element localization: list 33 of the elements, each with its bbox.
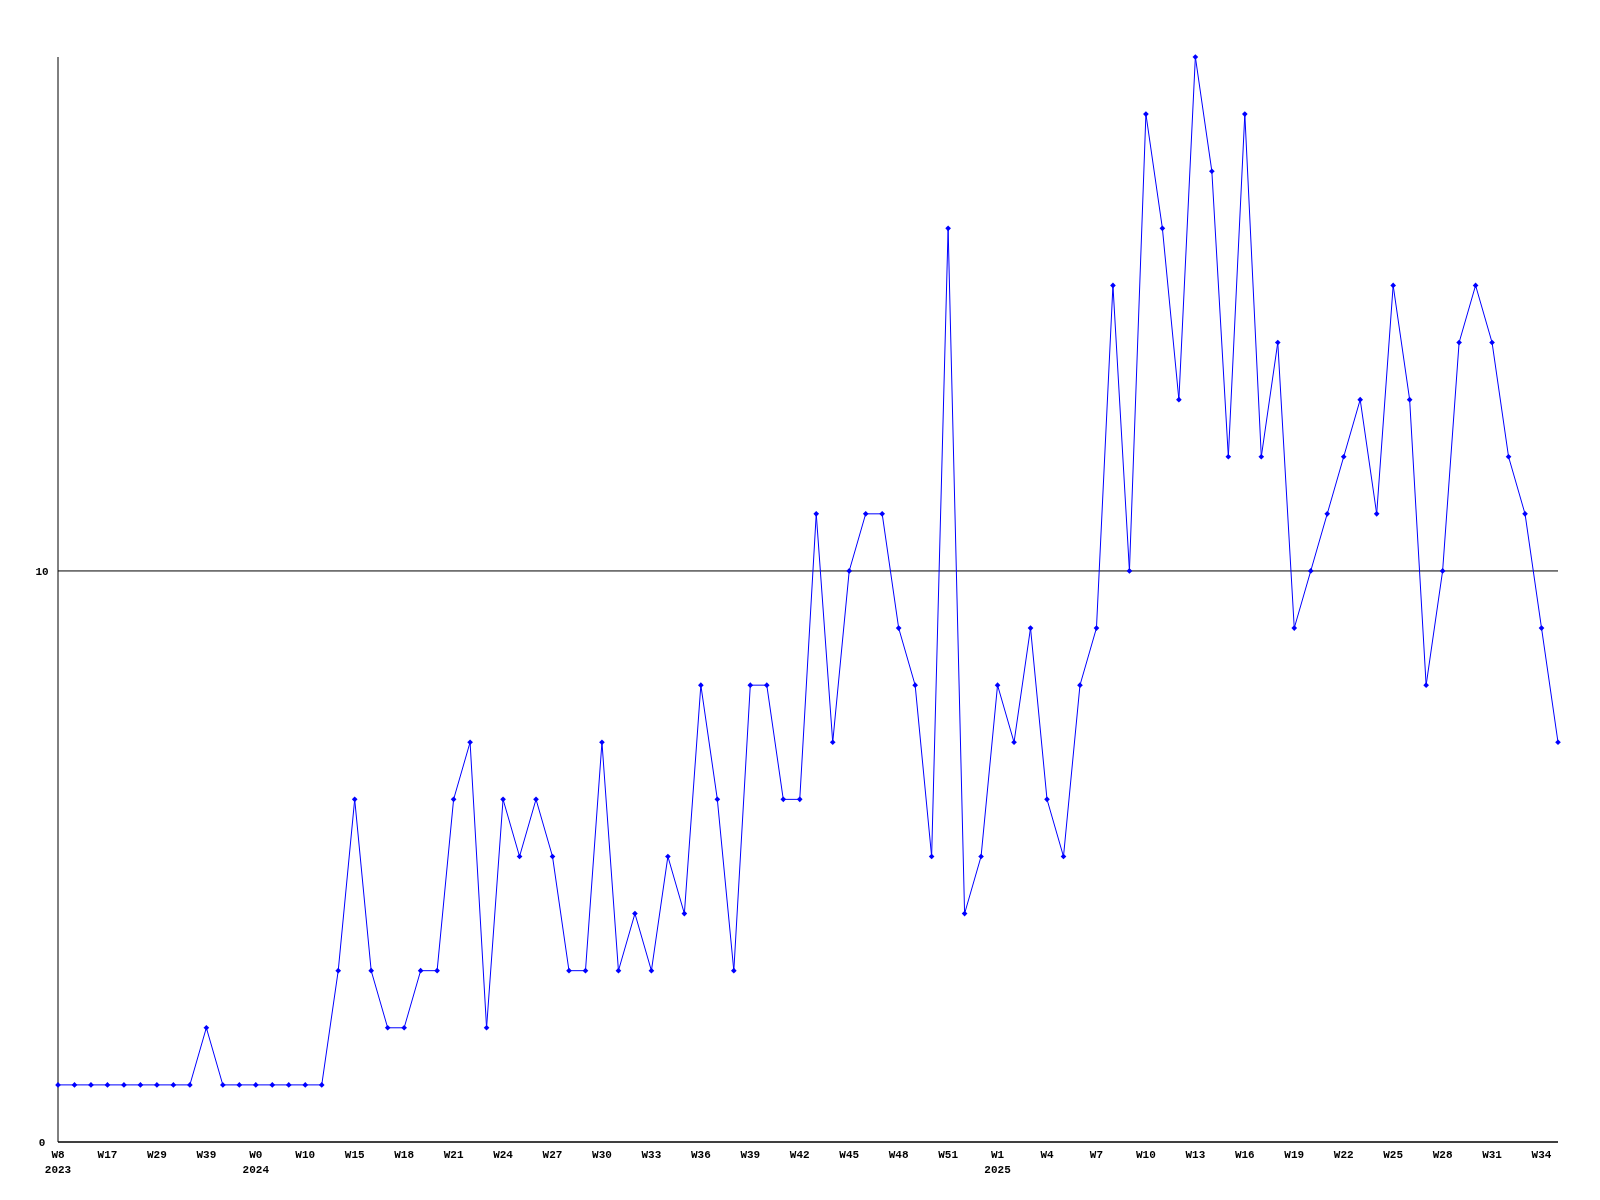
x-tick-label: W1 2025 (984, 1149, 1012, 1176)
x-tick-label: W7 (1089, 1149, 1104, 1161)
x-tick-label: W25 (1383, 1149, 1404, 1161)
x-tick-label: W42 (789, 1149, 810, 1161)
x-tick-label: W24 (493, 1149, 514, 1161)
x-tick-label: W19 (1284, 1149, 1305, 1161)
x-tick-label: W39 (196, 1149, 217, 1161)
x-tick-label: W36 (690, 1149, 711, 1161)
x-tick-label: W21 (443, 1149, 464, 1161)
x-tick-label: W34 (1531, 1149, 1552, 1161)
x-tick-label: W17 (97, 1149, 118, 1161)
x-tick-label: W27 (542, 1149, 563, 1161)
x-tick-label: W30 (592, 1149, 612, 1161)
x-tick-label: W28 (1432, 1149, 1453, 1161)
x-tick-label: W8 2023 (44, 1149, 72, 1176)
x-tick-label: W48 (888, 1149, 909, 1161)
x-tick-label: W31 (1482, 1149, 1503, 1161)
x-tick-label: W16 (1234, 1149, 1255, 1161)
x-tick-label: W22 (1333, 1149, 1354, 1161)
x-tick-label: W10 (1136, 1149, 1156, 1161)
x-tick-label: W29 (146, 1149, 167, 1161)
x-tick-label: W33 (641, 1149, 662, 1161)
y-tick-label: 0 (38, 1137, 46, 1149)
x-tick-label: W4 (1040, 1149, 1055, 1161)
y-tick-label: 10 (35, 565, 49, 578)
x-tick-label: W51 (938, 1149, 959, 1161)
x-tick-label: W0 2024 (242, 1149, 270, 1176)
x-tick-label: W45 (839, 1149, 860, 1161)
x-tick-label: W10 (295, 1149, 316, 1161)
x-tick-label: W39 (740, 1149, 761, 1161)
x-tick-label: W18 (394, 1149, 415, 1161)
x-tick-label: W15 (344, 1149, 365, 1161)
x-tick-label: W13 (1185, 1149, 1206, 1161)
